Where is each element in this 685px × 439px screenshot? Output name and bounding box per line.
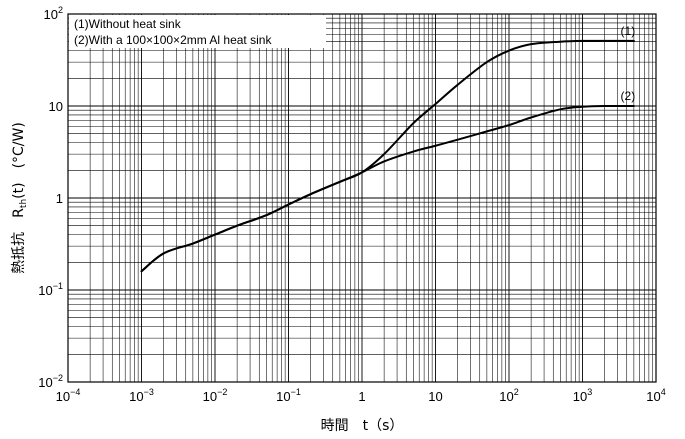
y-tick-label: 1 <box>56 191 63 206</box>
x-tick-labels: 10−4 10−3 10−2 10−1 1 10 102 103 104 <box>56 387 666 404</box>
x-tick-label: 10 <box>428 389 442 404</box>
series-2-label: (2) <box>621 89 636 103</box>
y-tick-label: 102 <box>44 5 63 22</box>
series-1-label: (1) <box>621 24 636 38</box>
y-axis-title-sub: th <box>19 199 29 208</box>
x-tick-label: 102 <box>499 387 518 404</box>
legend: (1)Without heat sink (2)With a 100×100×2… <box>69 15 326 48</box>
x-tick-label: 10−2 <box>203 387 228 404</box>
curve-labels: (1) (2) <box>621 24 636 103</box>
curves <box>140 39 635 273</box>
plot-frame <box>67 13 657 383</box>
x-tick-label: 10−3 <box>129 387 154 404</box>
legend-box <box>69 15 326 48</box>
x-tick-label: 104 <box>646 387 665 404</box>
series-2-line <box>140 104 635 273</box>
x-tick-label: 10−1 <box>276 387 301 404</box>
y-axis-title-main: 熱抵抗 R <box>11 208 27 274</box>
x-tick-label: 1 <box>358 389 365 404</box>
grid-lines <box>68 14 656 382</box>
y-tick-labels: 10−2 10−1 1 10 102 <box>38 5 63 390</box>
y-tick-label: 10−2 <box>38 373 63 390</box>
x-axis-title: 時間 t（s） <box>321 418 404 434</box>
legend-entry-2: (2)With a 100×100×2mm Al heat sink <box>74 33 272 47</box>
x-tick-label: 10−4 <box>56 387 81 404</box>
y-tick-label: 10 <box>49 99 63 114</box>
legend-entry-1: (1)Without heat sink <box>74 17 182 31</box>
y-tick-label: 10−1 <box>38 281 63 298</box>
y-axis-title: 熱抵抗 Rth(t) (°C/W) <box>11 122 29 274</box>
x-tick-label: 103 <box>573 387 592 404</box>
y-axis-title-rest: (t) (°C/W) <box>11 122 27 199</box>
